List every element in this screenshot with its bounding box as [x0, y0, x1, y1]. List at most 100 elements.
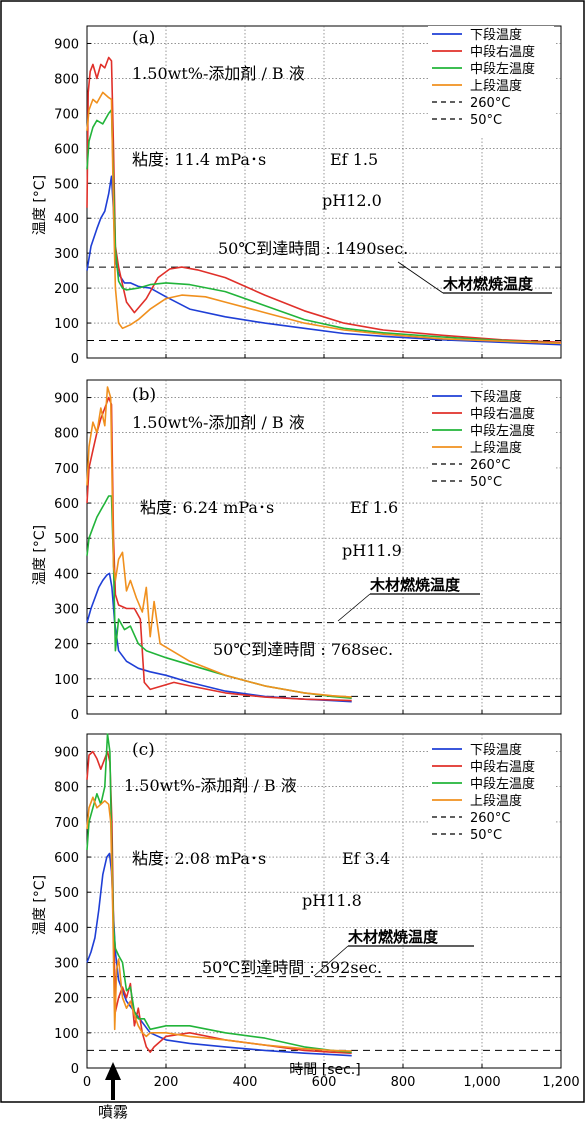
panel-b-series-line-0: [86, 572, 352, 703]
panel-b-ph: pH11.9: [342, 541, 402, 560]
panel-c-series: [86, 733, 352, 1057]
panel-b-y-tick-label: 200: [54, 638, 79, 653]
panel-a-y-tick-label: 800: [54, 72, 79, 87]
panel-b-legend-bg: [428, 388, 554, 500]
panel-b-y-tick-label: 300: [54, 603, 79, 618]
panel-b-legend-label: 50°C: [470, 475, 502, 490]
panel-c-y-tick-label: 900: [54, 746, 79, 761]
panel-b-legend-label: 中段右温度: [470, 406, 535, 422]
panel-a-ticks: 0 100 200 300 400 500 600 700 800 900: [54, 37, 562, 367]
panel-a-wood-label: 木材燃焼温度: [442, 275, 534, 293]
panel-b-ticks: 0 100 200 300 400 500 600 700 800 900: [54, 392, 562, 723]
panel-c-x-tick-label: 400: [233, 1075, 258, 1090]
panel-b-y-tick-label: 100: [54, 673, 79, 688]
panel-a-series-line-0: [86, 175, 562, 346]
panel-b-y-tick-label: 0: [71, 708, 79, 723]
panel-a-y-tick-label: 400: [54, 212, 79, 227]
panel-b-legend-label: 下段温度: [470, 389, 522, 405]
panel-b-condition: 1.50wt%-添加剤 / B 液: [132, 413, 305, 432]
panel-c-wood-leader: [313, 945, 349, 977]
panel-b-reach-time: 50℃到達時間 : 768sec.: [213, 640, 393, 659]
panel-b-legend-label: 上段温度: [470, 440, 522, 456]
panel-c-wood-label: 木材燃焼温度: [347, 928, 439, 946]
panel-c-viscosity: 粘度: 2.08 mPa･s: [132, 849, 266, 868]
panel-a-y-tick-label: 700: [54, 107, 79, 122]
panel-c-y-tick-label: 500: [54, 886, 79, 901]
panel-c-label: (c): [132, 740, 155, 760]
panel-b-label: (b): [132, 385, 156, 405]
panel-b-y-tick-label: 700: [54, 462, 79, 477]
panel-a-legend-label: 中段左温度: [470, 61, 535, 77]
panel-c-legend-label: 260°C: [470, 811, 510, 826]
panel-c-y-tick-label: 100: [54, 1027, 79, 1042]
spray-arrow-head: [105, 1062, 121, 1080]
panel-a-reach-time: 50℃到達時間 : 1490sec.: [218, 239, 408, 258]
panel-a-legend-label: 中段右温度: [470, 44, 535, 60]
spray-arrow-icon: [105, 1062, 121, 1100]
panel-c-condition: 1.50wt%-添加剤 / B 液: [124, 776, 297, 795]
panel-a-series: [86, 56, 562, 346]
panel-b-y-tick-label: 400: [54, 567, 79, 582]
panel-c-x-tick-label: 0: [83, 1075, 91, 1090]
panel-c-legend-label: 50°C: [470, 828, 502, 843]
panel-a-series-line-3: [86, 91, 562, 345]
panel-b-legend-label: 260°C: [470, 458, 510, 473]
panel-a-y-tick-label: 600: [54, 142, 79, 157]
panel-a-y-tick-label: 0: [71, 352, 79, 367]
panel-a-y-tick-label: 300: [54, 247, 79, 262]
panel-c-y-tick-label: 200: [54, 992, 79, 1007]
panel-b-wood-label: 木材燃焼温度: [369, 576, 461, 594]
y-axis-label-c: 温度 [°C]: [32, 875, 48, 935]
y-axis-label-b: 温度 [°C]: [32, 525, 48, 585]
panel-c-reach-time: 50℃到達時間 : 592sec.: [202, 958, 382, 977]
panel-a-wood-leader: [397, 261, 444, 294]
spray-label: 噴霧: [98, 1103, 128, 1121]
panel-b-y-tick-label: 600: [54, 497, 79, 512]
panel-c-series-line-1: [86, 750, 352, 1054]
panel-c-ph: pH11.8: [302, 891, 362, 910]
panel-c: 0 100 200 300 400 500 600 700 800 900 0 200 400 600 80…: [54, 733, 580, 1090]
panel-c-x-tick-label: 600: [312, 1075, 337, 1090]
panel-b-y-tick-label: 500: [54, 532, 79, 547]
panel-c-legend-label: 中段左温度: [470, 776, 535, 792]
panel-c-x-tick-label: 1,200: [542, 1075, 579, 1090]
panel-b-series: [86, 386, 352, 703]
panel-a-ef: Ef 1.5: [330, 150, 378, 169]
panel-a-condition: 1.50wt%-添加剤 / B 液: [132, 64, 305, 83]
panel-a-y-tick-label: 500: [54, 177, 79, 192]
panel-a-series-line-2: [86, 109, 562, 345]
panel-c-y-tick-label: 700: [54, 816, 79, 831]
panel-a: 0 100 200 300 400 500 600 700 800 900 (a) 1.50wt%…: [54, 25, 562, 367]
x-axis-label: 時間 [sec.]: [289, 1062, 360, 1078]
panel-b-series-line-1: [86, 396, 352, 702]
panel-c-series-line-2: [86, 733, 352, 1053]
panel-a-legend-label: 下段温度: [470, 27, 522, 43]
panel-b-y-tick-label: 800: [54, 427, 79, 442]
panel-c-series-line-3: [86, 796, 352, 1052]
panel-a-legend-label: 50°C: [470, 113, 502, 128]
panel-b-y-tick-label: 900: [54, 392, 79, 407]
panel-a-ph: pH12.0: [322, 191, 382, 210]
panel-a-series-line-1: [86, 56, 562, 344]
panel-c-y-tick-label: 0: [71, 1062, 79, 1077]
panel-c-legend-label: 中段右温度: [470, 759, 535, 775]
panel-c-ef: Ef 3.4: [342, 849, 390, 868]
panel-c-x-tick-label: 1,000: [463, 1075, 500, 1090]
panel-c-ticks: 0 100 200 300 400 500 600 700 800 900 0 200 400 600 80…: [54, 746, 579, 1090]
panel-b-viscosity: 粘度: 6.24 mPa･s: [140, 498, 274, 517]
panel-a-y-tick-label: 900: [54, 37, 79, 52]
panel-a-label: (a): [132, 28, 155, 48]
panel-a-legend-label: 上段温度: [470, 78, 522, 94]
y-axis-label-a: 温度 [°C]: [32, 175, 48, 235]
panel-c-y-tick-label: 300: [54, 957, 79, 972]
panel-a-viscosity: 粘度: 11.4 mPa･s: [132, 150, 266, 169]
panel-c-legend-bg: [428, 741, 554, 853]
panel-b-wood-leader: [337, 593, 371, 622]
panel-c-y-tick-label: 400: [54, 921, 79, 936]
panel-a-legend-label: 260°C: [470, 96, 510, 111]
panel-b: 0 100 200 300 400 500 600 700 800 900 (b) 1.50wt%…: [54, 379, 562, 723]
